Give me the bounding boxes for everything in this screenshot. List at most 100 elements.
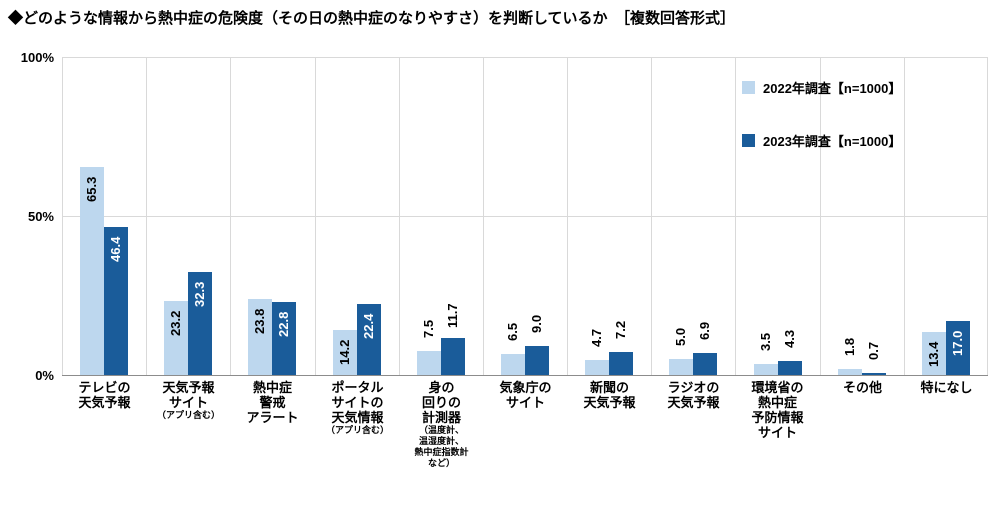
bar-s2023-c1 [188,272,212,375]
legend-label-2022: 2022年調査【n=1000】 [763,81,902,96]
x-axis-label: その他 [820,380,905,395]
bar-value-label: 5.0 [673,327,688,347]
bar-value-label: 4.7 [589,328,604,348]
bar-value-label: 32.3 [192,281,207,307]
gridline-vertical [651,57,652,375]
x-axis-label-line: アラート [246,410,299,425]
x-axis-label-line: ポータル [331,380,384,395]
legend-label-2023: 2023年調査【n=1000】 [763,134,902,149]
x-axis-label-line: サイトの [331,395,384,410]
gridline-vertical [820,57,821,375]
bar-value-label: 13.4 [926,341,941,367]
bar-s2023-c2 [272,302,296,375]
x-axis-label-line: ラジオの [667,380,720,395]
x-axis-label-line: 熱中症 [757,395,797,410]
x-axis-label: テレビの 天気予報 [62,380,147,410]
bar-s2023-c9 [862,373,886,375]
x-axis-label-note: （アプリ含む） [325,425,389,435]
bar-value-label: 11.7 [445,303,460,329]
bar-s2022-c6 [585,360,609,375]
x-axis-label-line: 新聞の [589,380,629,395]
legend-item-2022: 2022年調査【n=1000】 [742,78,901,97]
bar-value-label: 7.5 [421,319,436,339]
bar-s2022-c9 [838,369,862,375]
x-axis-label-note: （アプリ含む） [156,410,220,420]
bar-s2023-c4 [441,338,465,375]
x-axis-label-line: 熱中症 [252,380,292,395]
x-axis-label-note: など） [427,458,455,468]
bar-s2022-c4 [417,351,441,375]
gridline-vertical [315,57,316,375]
bar-s2023-c8 [778,361,802,375]
x-axis-label: 身の 回りの 計測器 （温度計、 温湿度計、 熱中症指数計 など） [399,380,484,469]
x-axis-label: 環境省の 熱中症 予防情報 サイト [735,380,820,440]
bar-s2022-c1 [164,301,188,375]
x-axis-label-line: テレビの [78,380,131,395]
gridline-vertical [399,57,400,375]
legend: 2022年調査【n=1000】 2023年調査【n=1000】 [742,78,901,150]
x-axis-label-line: サイト [168,395,208,410]
x-axis-label-line: 特になし [920,380,973,395]
x-axis-label-line: 予防情報 [751,410,804,425]
bar-value-label: 23.8 [252,308,267,334]
bar-value-label: 4.3 [782,329,797,349]
x-axis-label-line: その他 [842,380,882,395]
bar-value-label: 3.5 [758,332,773,352]
bar-value-label: 17.0 [950,330,965,356]
x-axis-label-line: 天気予報 [667,395,720,410]
x-axis-label: 熱中症 警戒 アラート [230,380,315,425]
bar-s2023-c10 [946,321,970,375]
x-axis-line [62,375,988,376]
bar-s2022-c7 [669,359,693,375]
y-axis-tick-50: 50% [27,209,54,224]
bar-s2022-c3 [333,330,357,375]
bar-value-label: 6.5 [505,322,520,342]
legend-item-2023: 2023年調査【n=1000】 [742,131,901,150]
bar-s2023-c6 [609,352,633,375]
x-axis-label: 特になし [904,380,989,395]
bar-s2022-c8 [754,364,778,375]
bar-value-label: 1.8 [842,337,857,357]
bar-s2023-c7 [693,353,717,375]
gridline-vertical [146,57,147,375]
gridline-vertical [735,57,736,375]
x-axis-label-line: 天気予報 [78,395,131,410]
gridline-100 [62,57,988,58]
x-axis-label-note: （温度計、 [418,425,464,435]
bar-s2022-c0 [80,167,104,375]
x-axis-label: 天気予報 サイト （アプリ含む） [146,380,231,421]
bar-value-label: 14.2 [337,339,352,365]
bar-s2022-c10 [922,332,946,375]
bar-s2023-c5 [525,346,549,375]
bar-value-label: 7.2 [613,320,628,340]
x-axis-label-line: 天気情報 [331,410,384,425]
x-axis-label: ラジオの 天気予報 [651,380,736,410]
x-axis-label-line: 環境省の [751,380,804,395]
legend-swatch-2023 [742,134,755,147]
bar-value-label: 6.9 [697,321,712,341]
gridline-vertical [62,57,63,375]
x-axis-label-line: サイト [757,425,797,440]
bar-value-label: 22.8 [276,311,291,337]
x-axis-label-line: 身の [428,380,455,395]
legend-swatch-2022 [742,81,755,94]
y-axis-tick-100: 100% [20,50,54,65]
x-axis-label-note: 熱中症指数計 [414,447,469,457]
bar-value-label: 0.7 [866,341,881,361]
x-axis-label-line: 天気予報 [162,380,215,395]
x-axis-label: ポータル サイトの 天気情報 （アプリ含む） [315,380,400,436]
chart-title: ◆どのような情報から熱中症の危険度（その日の熱中症のなりやすさ）を判断しているか… [8,10,736,27]
bar-value-label: 46.4 [108,236,123,262]
gridline-vertical [230,57,231,375]
bar-value-label: 9.0 [529,314,544,334]
gridline-vertical [483,57,484,375]
x-axis-label: 新聞の 天気予報 [567,380,652,410]
x-axis-label-line: サイト [505,395,545,410]
x-axis-label-line: 気象庁の [499,380,552,395]
bar-s2022-c5 [501,354,525,375]
x-axis-label: 気象庁の サイト [483,380,568,410]
x-axis-label-line: 警戒 [259,395,286,410]
gridline-vertical [987,57,988,375]
gridline-50 [62,216,988,217]
